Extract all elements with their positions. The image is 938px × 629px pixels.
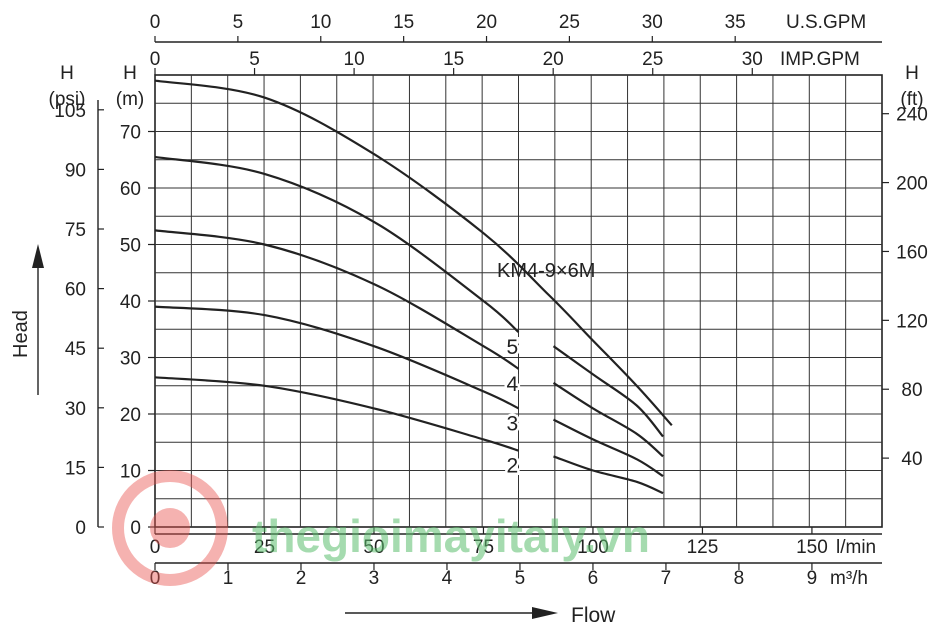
tick-label-lpm: 100	[577, 537, 609, 558]
unit-m-bottom: (m)	[116, 89, 144, 110]
tick-label-lpm: 25	[254, 537, 275, 558]
tick-label-impgpm: 30	[742, 49, 763, 70]
tick-label-m3h: 5	[515, 568, 526, 589]
tick-label-usgpm: 20	[476, 12, 497, 33]
tick-label-usgpm: 25	[559, 12, 580, 33]
tick-label-psi: 75	[65, 220, 86, 241]
tick-label-m: 20	[120, 405, 141, 426]
curve-series-3-segment-0	[154, 305, 519, 410]
curve-series-3-segment-1	[553, 418, 664, 478]
unit-lpm: l/min	[836, 537, 876, 558]
tick-label-m3h: 9	[807, 568, 818, 589]
tick-label-usgpm: 35	[725, 12, 746, 33]
tick-label-lpm: 50	[363, 537, 384, 558]
tick-label-usgpm: 30	[642, 12, 663, 33]
tick-label-lpm: 75	[473, 537, 494, 558]
unit-psi-bottom: (psi)	[49, 89, 86, 110]
series-label-5: 5	[507, 336, 519, 359]
unit-m-top: H	[123, 63, 137, 84]
watermark: thegioimayitaly.vn	[112, 470, 650, 586]
tick-label-m3h: 4	[442, 568, 453, 589]
unit-psi-top: H	[60, 63, 74, 84]
unit-impgpm: IMP.GPM	[780, 49, 860, 70]
tick-label-m: 50	[120, 236, 141, 257]
tick-label-usgpm: 0	[150, 12, 161, 33]
tick-label-m: 30	[120, 349, 141, 370]
head-arrow-icon	[32, 244, 44, 268]
tick-label-m3h: 3	[369, 568, 380, 589]
tick-label-m: 10	[120, 462, 141, 483]
tick-label-lpm: 125	[687, 537, 719, 558]
tick-label-m3h: 6	[588, 568, 599, 589]
tick-label-m: 60	[120, 179, 141, 200]
tick-label-ft: 240	[896, 105, 928, 126]
curve-series-4-segment-0	[154, 229, 520, 370]
curve-series-max-segment-0	[154, 79, 673, 427]
tick-label-m3h: 1	[223, 568, 234, 589]
xlabel: Flow	[571, 604, 616, 627]
tick-label-m: 40	[120, 292, 141, 313]
curve-series-5-segment-1	[552, 345, 664, 438]
curve-series-4-segment-1	[552, 381, 664, 458]
tick-label-m3h: 0	[150, 568, 161, 589]
series-label-3: 3	[507, 412, 519, 435]
tick-label-lpm: 0	[150, 537, 161, 558]
flow-arrow-icon	[532, 607, 558, 619]
tick-label-impgpm: 0	[150, 49, 161, 70]
tick-label-m3h: 2	[296, 568, 307, 589]
tick-label-psi: 90	[65, 160, 86, 181]
series-label-4: 4	[507, 373, 519, 396]
unit-m3h: m³/h	[830, 568, 868, 589]
curve-series-2-segment-1	[553, 455, 664, 495]
tick-label-impgpm: 10	[344, 49, 365, 70]
tick-label-ft: 80	[901, 380, 922, 401]
tick-label-impgpm: 20	[543, 49, 564, 70]
series-label-2: 2	[507, 455, 519, 478]
tick-label-psi: 15	[65, 458, 86, 479]
tick-label-usgpm: 5	[233, 12, 244, 33]
watermark-logo-icon	[112, 470, 228, 586]
tick-label-m3h: 8	[734, 568, 745, 589]
ylabel: Head	[10, 310, 32, 358]
tick-label-psi: 0	[75, 518, 86, 539]
tick-label-ft: 120	[896, 311, 928, 332]
watermark-text: thegioimayitaly.vn	[252, 510, 650, 562]
tick-label-m: 0	[130, 518, 141, 539]
tick-label-ft: 200	[896, 174, 928, 195]
tick-label-ft: 40	[901, 449, 922, 470]
model-label: KM4-9×6M	[497, 260, 595, 282]
tick-label-psi: 105	[54, 101, 86, 122]
tick-label-usgpm: 10	[310, 12, 331, 33]
tick-label-impgpm: 5	[249, 49, 260, 70]
curves: 2 3 4 5	[154, 79, 673, 495]
tick-label-m3h: 7	[661, 568, 672, 589]
tick-label-psi: 45	[65, 339, 86, 360]
unit-ft-top: H	[905, 63, 919, 84]
tick-label-ft: 160	[896, 242, 928, 263]
tick-label-psi: 30	[65, 399, 86, 420]
unit-ft-bottom: (ft)	[900, 89, 923, 110]
grid	[154, 74, 883, 528]
tick-label-usgpm: 15	[393, 12, 414, 33]
unit-usgpm: U.S.GPM	[786, 12, 866, 33]
tick-label-m: 70	[120, 123, 141, 144]
tick-label-impgpm: 25	[642, 49, 663, 70]
tick-label-impgpm: 15	[443, 49, 464, 70]
curve-series-5-segment-0	[154, 155, 520, 333]
axis-arrows	[32, 244, 558, 619]
watermark-logo-dot-icon	[150, 508, 190, 548]
tick-label-psi: 60	[65, 280, 86, 301]
tick-label-lpm: 150	[796, 537, 828, 558]
curve-series-2-segment-0	[154, 376, 519, 452]
